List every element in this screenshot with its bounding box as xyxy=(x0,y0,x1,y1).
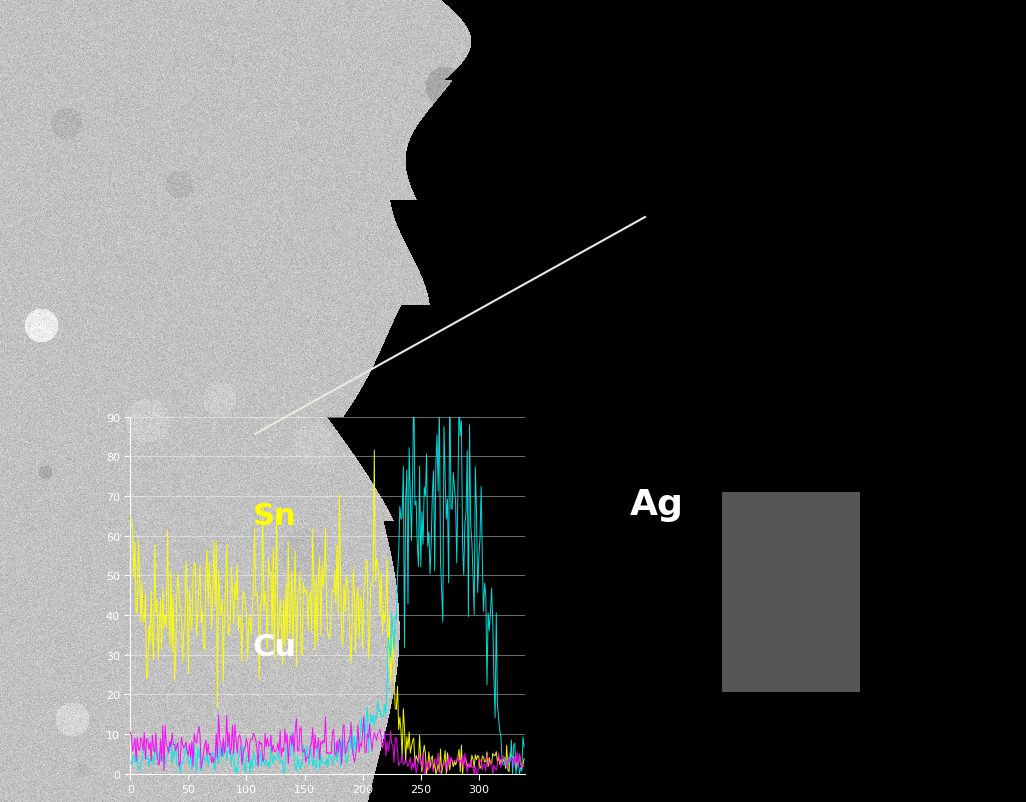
Text: Sn: Sn xyxy=(252,501,295,530)
Text: Ag: Ag xyxy=(630,488,684,521)
Text: Cu: Cu xyxy=(252,632,297,661)
Bar xyxy=(722,492,860,692)
